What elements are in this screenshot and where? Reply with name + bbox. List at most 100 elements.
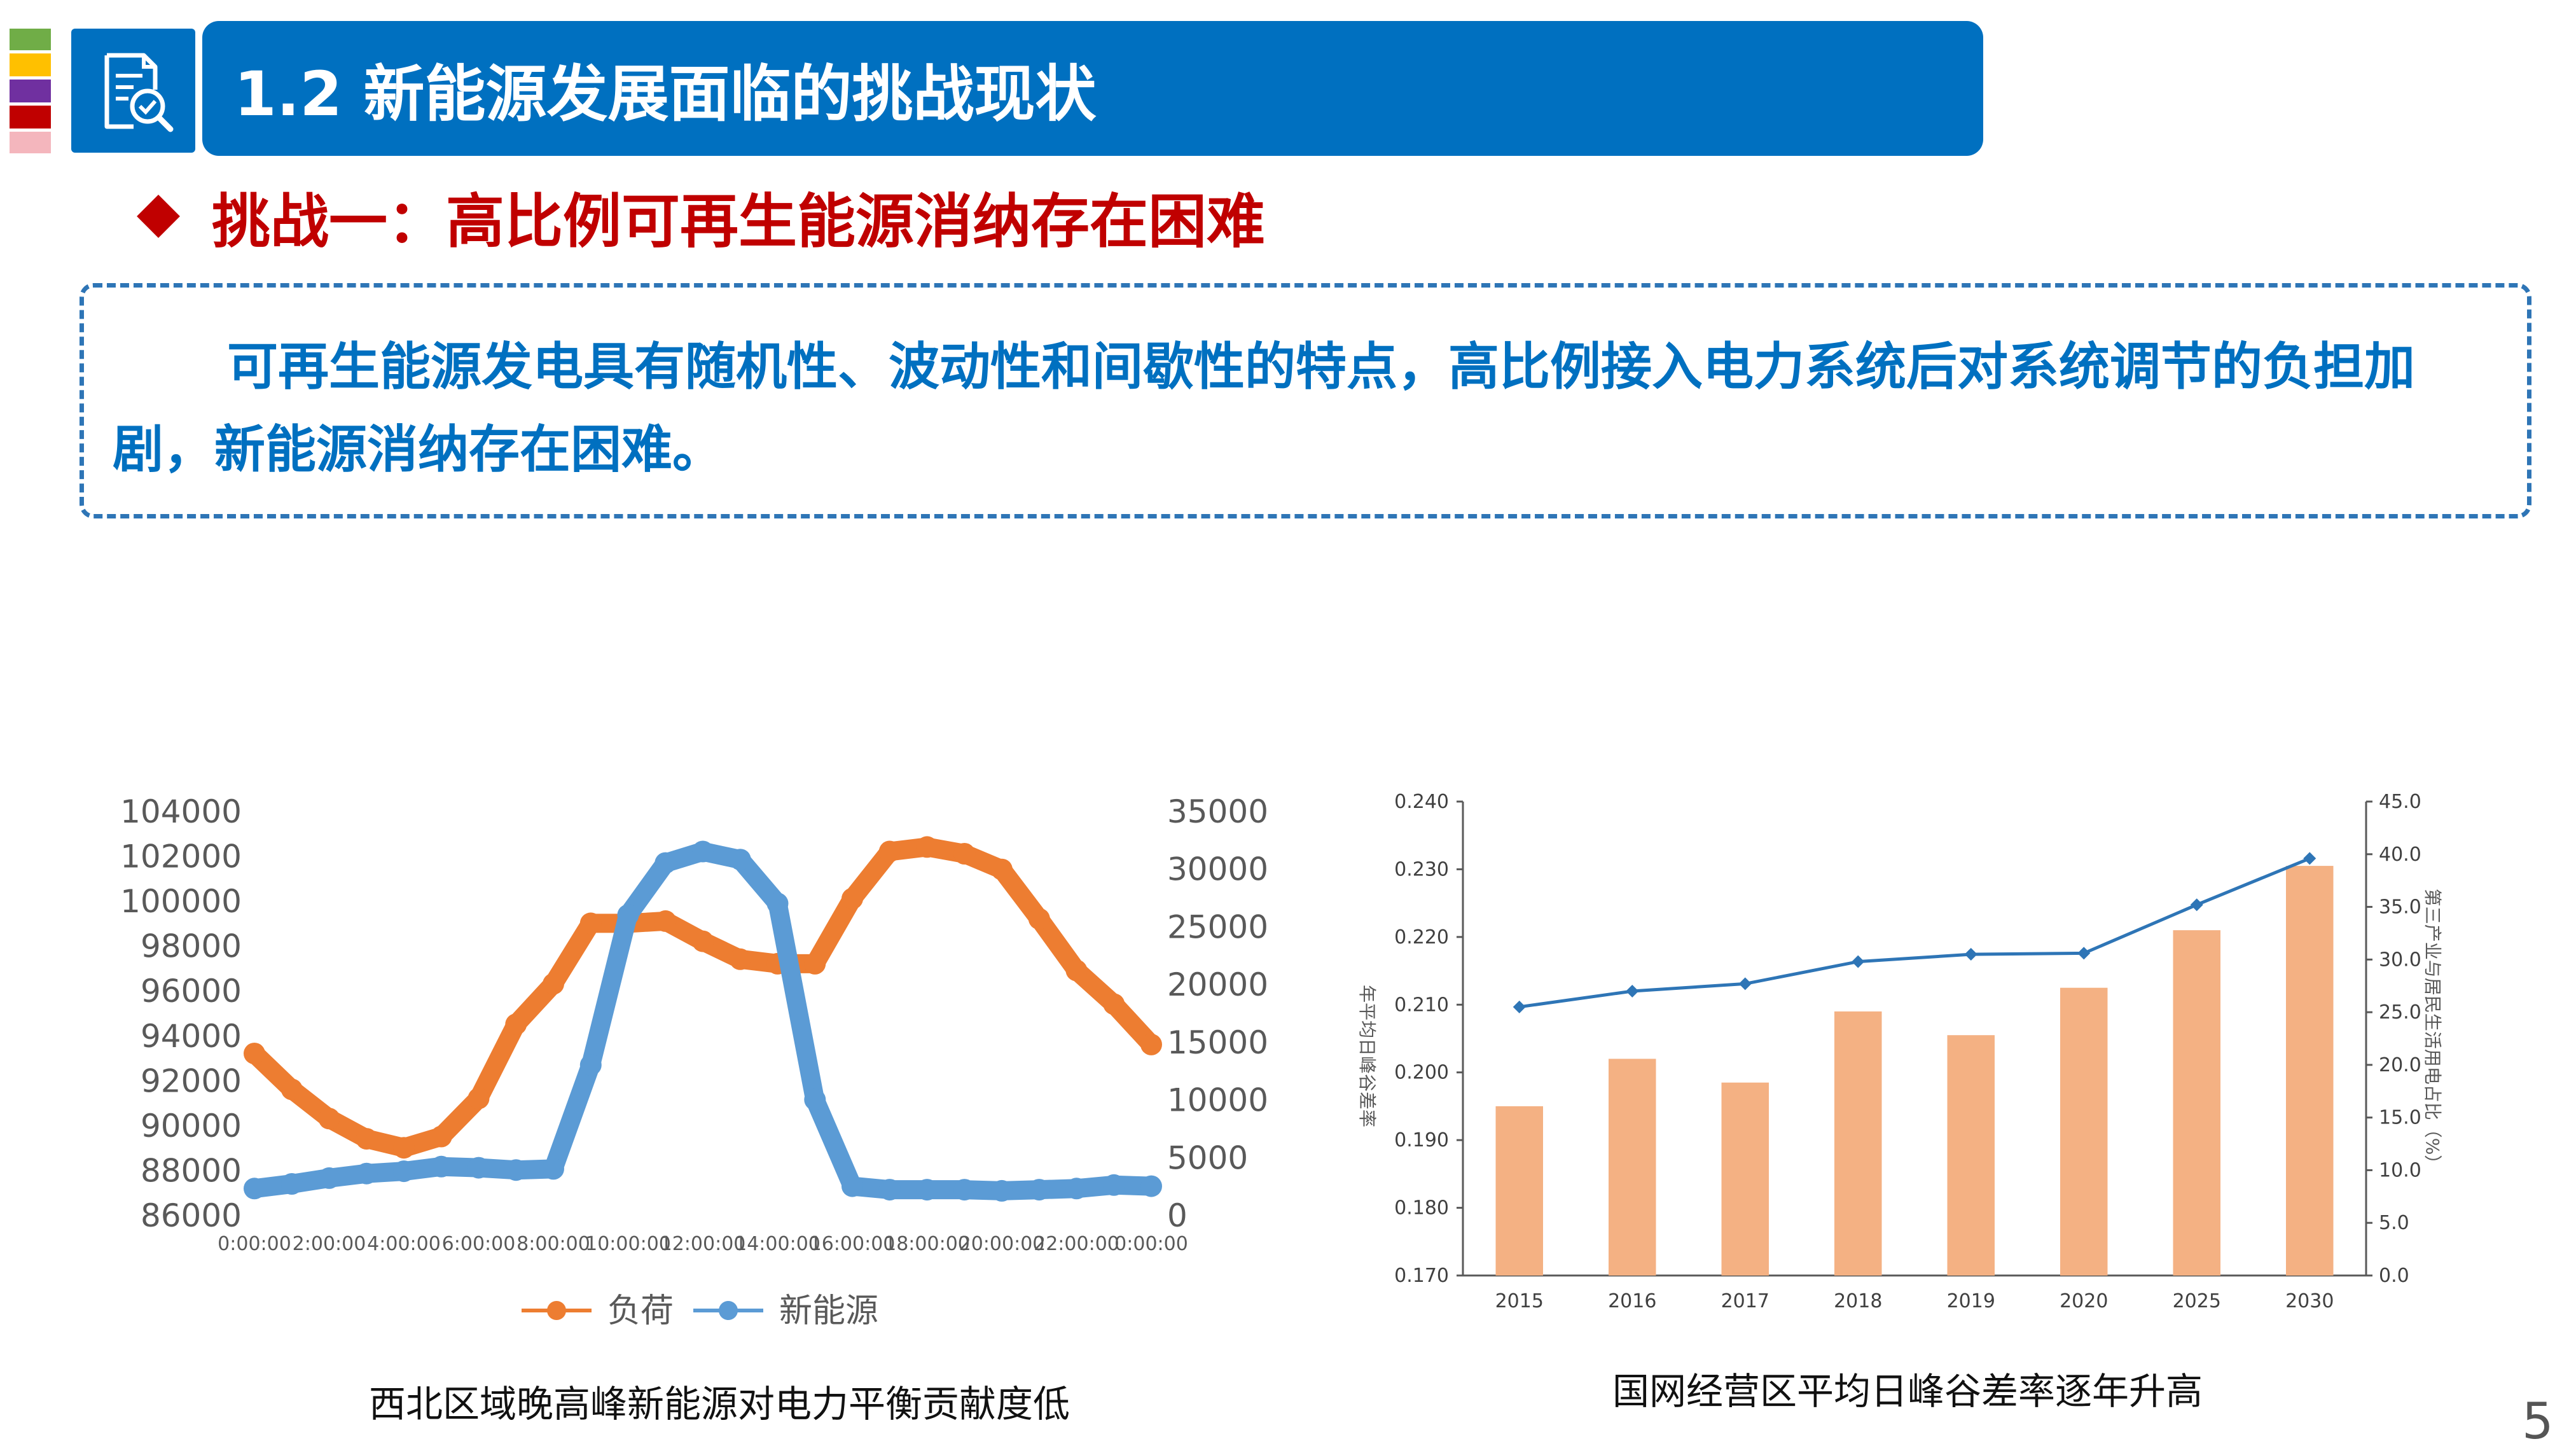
right-axis-title: 第三产业与居民生活用电占比（%）: [2422, 889, 2443, 1173]
share-point: [1738, 977, 1752, 991]
renewable-point: [804, 1088, 826, 1111]
load-point: [991, 858, 1013, 880]
x-tick-label: 22:00:00: [1034, 1233, 1119, 1255]
decor-stripe-pink: [10, 132, 51, 153]
bar: [2286, 866, 2334, 1276]
left-y-tick-label: 102000: [120, 838, 242, 875]
left-y-tick-label: 0.170: [1394, 1265, 1449, 1287]
x-tick-label: 16:00:00: [810, 1233, 896, 1255]
renewable-point: [356, 1162, 378, 1185]
share-point: [1964, 948, 1977, 961]
right-y-tick-label: 35000: [1167, 793, 1268, 830]
renewable-point: [1103, 1174, 1125, 1196]
renewable-point: [505, 1159, 527, 1181]
load-point: [729, 948, 751, 970]
renewable-point: [467, 1157, 490, 1179]
left-y-tick-label: 0.210: [1394, 994, 1449, 1016]
x-tick-label: 0:00:00: [1114, 1233, 1188, 1255]
page-number: 5: [2522, 1393, 2554, 1450]
right-y-tick-label: 35.0: [2379, 896, 2421, 919]
right-y-tick-label: 45.0: [2379, 791, 2421, 813]
load-point: [505, 1013, 527, 1036]
right-y-tick-label: 5000: [1167, 1139, 1248, 1176]
renewable-point: [1028, 1179, 1050, 1201]
x-tick-label: 2030: [2285, 1290, 2334, 1312]
bar: [1721, 1082, 1769, 1276]
left-y-tick-label: 96000: [141, 973, 242, 1010]
legend-marker-load: [547, 1301, 566, 1320]
left-y-tick-label: 0.200: [1394, 1062, 1449, 1084]
renewable-point: [692, 840, 714, 863]
right-y-tick-label: 20000: [1167, 966, 1268, 1003]
x-tick-label: 2017: [1721, 1290, 1769, 1312]
search-document-icon: [104, 53, 173, 132]
renewable-point: [280, 1173, 303, 1195]
left-y-tick-label: 0.180: [1394, 1197, 1449, 1220]
load-renewable-line-chart: 1040001020001000009800096000940009200090…: [120, 793, 1268, 1330]
load-point: [1065, 959, 1088, 982]
load-series-line: [245, 837, 1161, 1158]
left-y-tick-label: 92000: [141, 1062, 242, 1099]
load-point: [654, 910, 677, 932]
load-point: [467, 1087, 490, 1109]
renewable-point: [654, 852, 677, 874]
load-point: [543, 973, 564, 995]
title-bar: 1.2 新能源发展面临的挑战现状: [202, 21, 1983, 156]
intro-box: 可再生能源发电具有随机性、波动性和间歇性的特点，高比例接入电力系统后对系统调节的…: [80, 283, 2531, 518]
decor-stripe-yellow: [10, 53, 51, 76]
renewable-point: [617, 904, 639, 926]
left-y-tick-label: 88000: [141, 1152, 242, 1189]
decor-stripe-red: [10, 106, 51, 129]
load-point: [318, 1108, 340, 1130]
share-point: [1626, 985, 1639, 998]
x-tick-label: 2019: [1947, 1290, 1995, 1312]
title-icon-box: [71, 29, 195, 153]
right-y-tick-label: 40.0: [2379, 844, 2421, 866]
renewable-point: [543, 1158, 564, 1180]
renewable-point: [729, 849, 751, 871]
renewable-point: [878, 1179, 901, 1201]
right-y-tick-label: 30.0: [2379, 949, 2421, 971]
renewable-point: [393, 1160, 415, 1183]
share-point: [2190, 898, 2203, 912]
bar: [1609, 1059, 1656, 1276]
page-title: 1.2 新能源发展面临的挑战现状: [234, 58, 1097, 130]
share-point: [1513, 1000, 1526, 1013]
right-y-tick-label: 10000: [1167, 1082, 1268, 1119]
left-y-tick-label: 100000: [120, 883, 242, 920]
left-chart-caption: 西北区域晚高峰新能源对电力平衡贡献度低: [369, 1382, 1070, 1426]
bar: [2060, 987, 2108, 1276]
left-y-tick-label: 90000: [141, 1108, 242, 1144]
left-y-tick-label: 0.230: [1394, 858, 1449, 880]
load-point: [804, 952, 826, 975]
renewable-point: [766, 893, 789, 915]
x-tick-label: 14:00:00: [735, 1233, 821, 1255]
load-point: [1140, 1033, 1162, 1055]
left-axis-title: 年平均日峰谷差率: [1357, 985, 1378, 1127]
renewable-point: [1140, 1175, 1162, 1197]
challenge-heading: 挑战一：高比例可再生能源消纳存在困难: [134, 181, 1265, 256]
x-tick-label: 8:00:00: [516, 1233, 590, 1255]
chart-legend: 负荷 新能源: [522, 1292, 878, 1330]
renewable-point: [991, 1179, 1013, 1202]
left-y-tick-label: 0.220: [1394, 926, 1449, 949]
left-y-tick-label: 94000: [141, 1018, 242, 1055]
left-y-tick-label: 0.190: [1394, 1129, 1449, 1151]
x-tick-label: 20:00:00: [959, 1233, 1045, 1255]
x-tick-label: 2020: [2060, 1290, 2108, 1312]
load-point: [356, 1128, 378, 1150]
renewable-point: [916, 1179, 938, 1201]
load-point: [916, 836, 938, 858]
load-point: [430, 1125, 452, 1148]
challenge-title: 挑战一：高比例可再生能源消纳存在困难: [212, 187, 1266, 256]
share-series-line: [1519, 857, 2311, 1009]
intro-text: 可再生能源发电具有随机性、波动性和间歇性的特点，高比例接入电力系统后对系统调节的…: [113, 337, 2415, 479]
load-point: [878, 840, 901, 863]
right-y-tick-label: 15.0: [2379, 1107, 2421, 1129]
x-tick-label: 2018: [1834, 1290, 1882, 1312]
renewable-point: [579, 1054, 602, 1076]
share-point: [1852, 955, 1865, 968]
x-tick-label: 2016: [1608, 1290, 1656, 1312]
decor-stripe-purple: [10, 80, 51, 102]
load-point: [393, 1137, 415, 1159]
